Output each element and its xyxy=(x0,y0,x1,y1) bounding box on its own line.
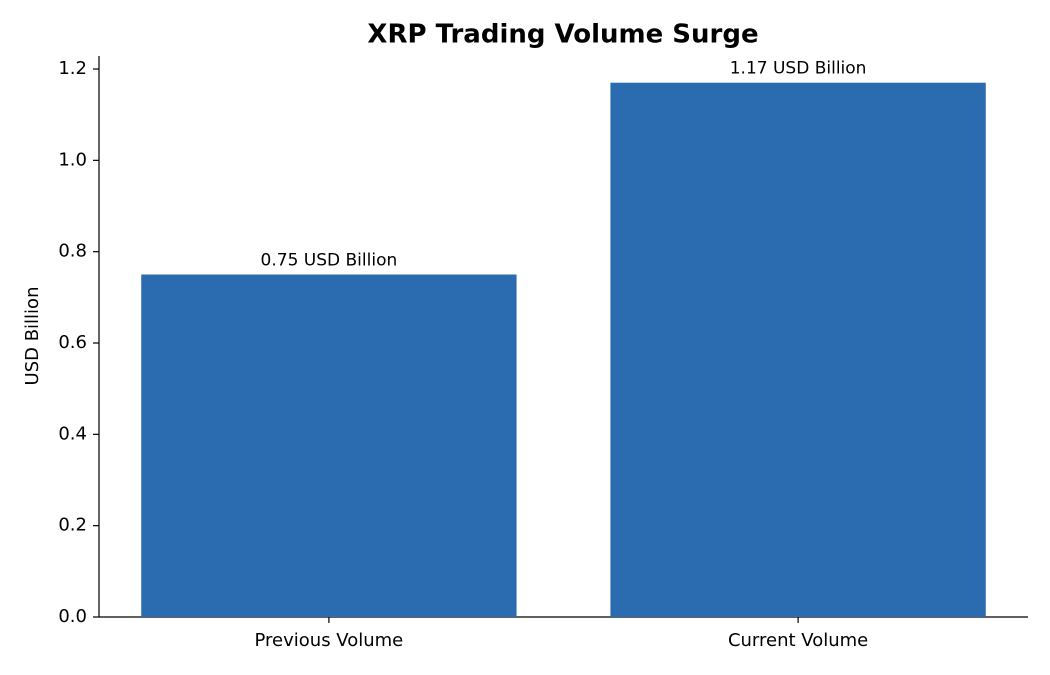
y-axis-label: USD Billion xyxy=(22,287,43,386)
y-tick-label: 0.4 xyxy=(58,423,87,444)
value-label: 1.17 USD Billion xyxy=(730,59,867,79)
bar xyxy=(141,274,517,617)
y-tick-label: 0.0 xyxy=(58,606,87,627)
x-tick-label: Current Volume xyxy=(728,630,868,651)
y-tick-label: 1.0 xyxy=(58,149,87,170)
value-label: 0.75 USD Billion xyxy=(261,251,398,271)
y-tick-label: 0.2 xyxy=(58,515,87,536)
y-tick-label: 0.6 xyxy=(58,332,87,353)
y-tick-label: 0.8 xyxy=(58,241,87,262)
chart-title: XRP Trading Volume Surge xyxy=(367,20,758,50)
y-tick-label: 1.2 xyxy=(58,58,87,79)
x-tick-label: Previous Volume xyxy=(255,630,404,651)
bar xyxy=(610,82,986,617)
